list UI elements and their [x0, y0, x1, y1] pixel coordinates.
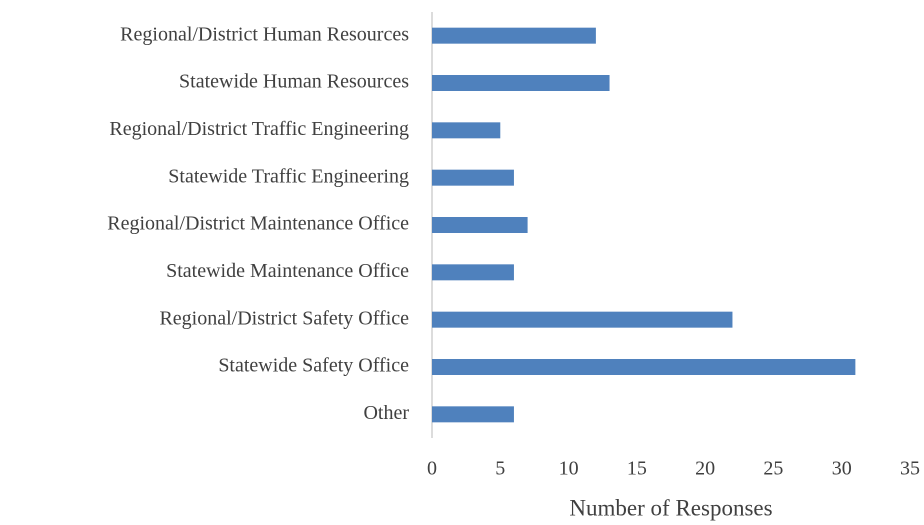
y-tick-label: Statewide Maintenance Office [166, 260, 409, 282]
bar [432, 27, 596, 44]
x-tick-label: 25 [763, 458, 783, 480]
y-tick-label: Regional/District Traffic Engineering [109, 118, 409, 140]
y-tick-label: Other [363, 402, 409, 424]
y-tick-label: Statewide Traffic Engineering [168, 165, 409, 187]
y-tick-label: Regional/District Human Resources [120, 23, 409, 45]
bar [432, 359, 856, 375]
x-tick-label: 15 [627, 458, 647, 480]
y-tick-label: Regional/District Safety Office [159, 307, 409, 329]
bar [432, 75, 610, 91]
bar [432, 169, 514, 186]
bar [432, 311, 733, 328]
x-tick-label: 30 [832, 458, 852, 480]
bar [432, 406, 514, 423]
x-tick-label: 0 [427, 458, 437, 480]
y-tick-label: Statewide Safety Office [218, 355, 409, 377]
y-tick-label: Statewide Human Resources [179, 71, 409, 93]
bar [432, 217, 528, 233]
x-axis-label: Number of Responses [569, 495, 772, 520]
x-tick-label: 5 [495, 458, 505, 480]
x-tick-label: 35 [900, 458, 920, 480]
bar [432, 122, 501, 139]
y-tick-label: Regional/District Maintenance Office [107, 213, 409, 235]
x-tick-label: 10 [559, 458, 579, 480]
bar [432, 264, 514, 281]
x-tick-label: 20 [695, 458, 715, 480]
